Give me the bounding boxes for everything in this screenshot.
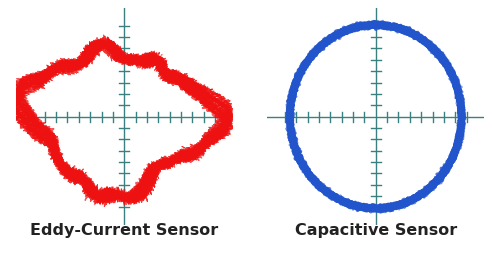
Text: Eddy-Current Sensor: Eddy-Current Sensor <box>30 223 218 238</box>
Text: Capacitive Sensor: Capacitive Sensor <box>294 223 457 238</box>
